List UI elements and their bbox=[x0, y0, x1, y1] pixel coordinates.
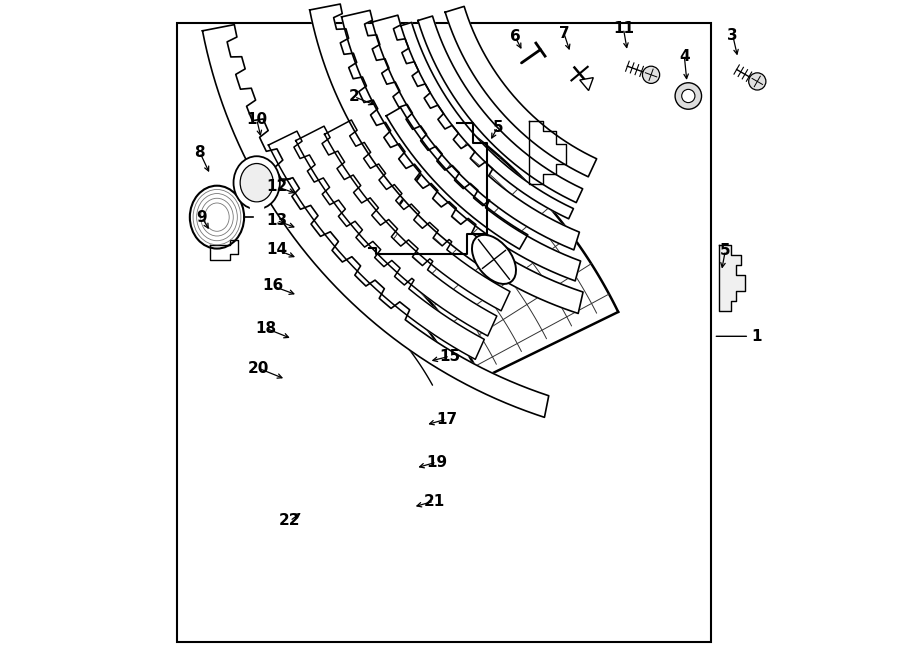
Text: 9: 9 bbox=[196, 210, 207, 224]
Bar bbox=[177, 23, 712, 642]
Text: 2: 2 bbox=[348, 89, 359, 104]
Ellipse shape bbox=[233, 156, 280, 209]
Text: 11: 11 bbox=[613, 21, 634, 36]
Text: 12: 12 bbox=[266, 179, 287, 194]
Circle shape bbox=[675, 83, 702, 109]
Polygon shape bbox=[446, 7, 597, 177]
Text: 10: 10 bbox=[246, 112, 267, 126]
Circle shape bbox=[749, 73, 766, 90]
Polygon shape bbox=[386, 108, 527, 249]
Text: 7: 7 bbox=[559, 26, 569, 40]
Polygon shape bbox=[373, 15, 580, 250]
Text: 1: 1 bbox=[752, 329, 761, 344]
Polygon shape bbox=[400, 23, 573, 218]
Ellipse shape bbox=[472, 235, 516, 284]
Text: 22: 22 bbox=[279, 514, 301, 528]
Polygon shape bbox=[310, 4, 583, 313]
Polygon shape bbox=[325, 120, 510, 311]
Text: 16: 16 bbox=[262, 279, 284, 293]
Ellipse shape bbox=[190, 186, 244, 249]
Polygon shape bbox=[296, 126, 497, 336]
Polygon shape bbox=[202, 24, 549, 417]
Text: 14: 14 bbox=[266, 242, 287, 257]
Polygon shape bbox=[211, 240, 239, 260]
Polygon shape bbox=[529, 121, 566, 184]
Polygon shape bbox=[719, 245, 744, 311]
Text: 19: 19 bbox=[427, 455, 447, 469]
Text: 8: 8 bbox=[194, 145, 205, 160]
Text: 17: 17 bbox=[436, 412, 457, 426]
Polygon shape bbox=[250, 203, 264, 211]
Text: 13: 13 bbox=[266, 213, 287, 228]
Text: 6: 6 bbox=[509, 29, 520, 44]
Polygon shape bbox=[418, 16, 582, 203]
Polygon shape bbox=[342, 11, 580, 281]
Text: 15: 15 bbox=[439, 349, 461, 363]
Text: 3: 3 bbox=[727, 28, 738, 42]
Polygon shape bbox=[268, 131, 484, 359]
Circle shape bbox=[643, 66, 660, 83]
Ellipse shape bbox=[240, 164, 274, 202]
Text: 5: 5 bbox=[720, 243, 731, 258]
Text: 5: 5 bbox=[492, 120, 503, 134]
Text: 18: 18 bbox=[256, 321, 276, 336]
Text: 21: 21 bbox=[424, 494, 445, 508]
Circle shape bbox=[681, 89, 695, 103]
Text: 4: 4 bbox=[679, 49, 689, 64]
Text: 20: 20 bbox=[248, 361, 269, 375]
